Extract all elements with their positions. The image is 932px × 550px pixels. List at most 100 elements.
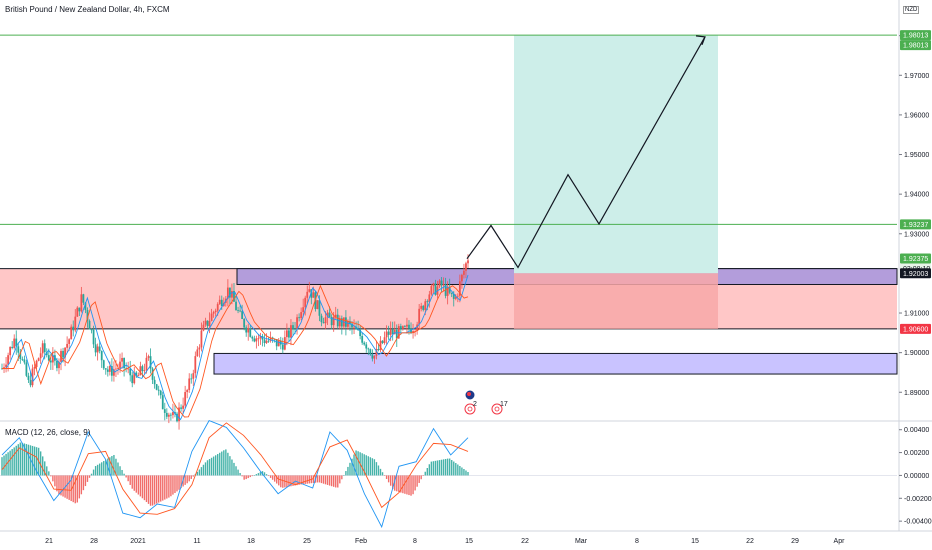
candle-body [119,361,121,368]
candle-body [153,379,156,385]
candle-body [163,409,166,413]
candle-body [334,314,337,318]
macd-histogram-bar [347,466,349,476]
macd-histogram-bar [196,471,199,476]
projection-arrowhead [695,35,706,46]
candle-body [285,330,288,338]
candle-body [92,329,95,345]
macd-histogram-bar [46,466,48,476]
grid-lines [0,0,932,532]
candle-body [322,322,325,324]
macd-panel: 0.00400 0.00200 0.00000 -0.00200 -0.00400 [0,420,932,529]
earnings-icon[interactable]: 2 [464,401,477,415]
macd-histogram-bar [243,475,245,480]
macd-histogram-bar [463,469,465,476]
macd-tick-label: -0.00200 [904,496,932,503]
candle-body [206,320,209,327]
macd-histogram-bar [133,475,135,491]
candle-body [45,352,48,356]
macd-histogram-bar [225,449,227,476]
price-label-text: 1.90600 [903,326,928,333]
candle-body [151,368,154,380]
macd-histogram-bar [424,471,426,476]
candle-body [393,329,396,335]
macd-histogram-bar [94,466,97,476]
candle-body [363,342,366,345]
candle-body [456,295,459,297]
candle-body [332,317,335,326]
macd-histogram-bar [210,457,213,476]
macd-histogram-bar [143,475,146,501]
candle-body [176,413,178,422]
candle-body [23,359,26,363]
candle-body [31,368,34,386]
candle-body [72,326,75,331]
candle-body [395,329,398,339]
candle-body [68,339,71,344]
macd-histogram-bar [440,459,443,476]
time-tick-label: 15 [691,538,699,545]
macd-histogram-bar [125,475,127,478]
candle-body [290,325,292,338]
candle-body [5,364,7,368]
candle-body [377,348,380,351]
candle-body [102,360,105,369]
moving-average-fast [2,274,469,421]
event-flag-icon[interactable] [464,389,476,401]
candle-body [188,378,191,391]
macd-histogram-bar [316,475,319,483]
candle-body [404,326,406,327]
macd-histogram-bar [235,466,237,476]
candle-body [127,368,130,370]
macd-histogram-bar [420,475,422,480]
macd-histogram-bar [448,458,451,476]
candle-body [255,338,258,342]
macd-histogram-bar [180,475,182,489]
candle-body [389,329,392,335]
macd-histogram-bar [436,460,439,476]
macd-histogram-bar [200,467,203,476]
candle-body [442,284,445,286]
candle-body [210,313,213,321]
candle-body [318,300,321,316]
macd-histogram-bar [123,473,125,476]
candle-body [302,307,305,313]
macd-histogram-bar [320,475,323,484]
macd-histogram-bar [387,475,390,483]
flag-dot [467,392,471,396]
candle-body [192,373,195,379]
macd-histogram-bar [109,457,111,476]
macd-histogram-bar [267,475,270,477]
candle-body [326,312,329,318]
macd-histogram-bar [101,462,103,476]
macd-histogram-bar [290,475,292,487]
candle-body [157,389,160,391]
macd-histogram-bar [304,475,306,484]
candle-body [169,414,172,416]
candle-body [249,328,252,337]
macd-histogram-bar [3,455,5,476]
candle-body [62,350,64,358]
macd-histogram-bar [74,475,76,504]
macd-histogram-bar [278,475,280,486]
macd-histogram-bar [115,458,117,476]
candle-body [123,358,125,369]
candle-body [422,305,425,310]
event-markers[interactable]: 2 17 [464,389,508,415]
macd-histogram-bar [139,475,142,497]
macd-histogram-bar [168,475,170,498]
macd-histogram-bar [282,475,284,488]
candle-body [251,336,254,339]
macd-histogram-bar [27,444,30,476]
candle-body [359,329,362,337]
earnings-icon[interactable]: 17 [491,401,508,415]
macd-tick-label: 0.00400 [904,427,929,434]
candle-body [420,305,423,309]
candle-body [294,328,296,330]
macd-histogram-bar [202,464,205,476]
price-tick-label: 1.90000 [904,350,929,357]
macd-histogram-bar [217,454,219,476]
candlestick-series [1,254,469,430]
currency-badge[interactable]: NZD [903,6,920,14]
